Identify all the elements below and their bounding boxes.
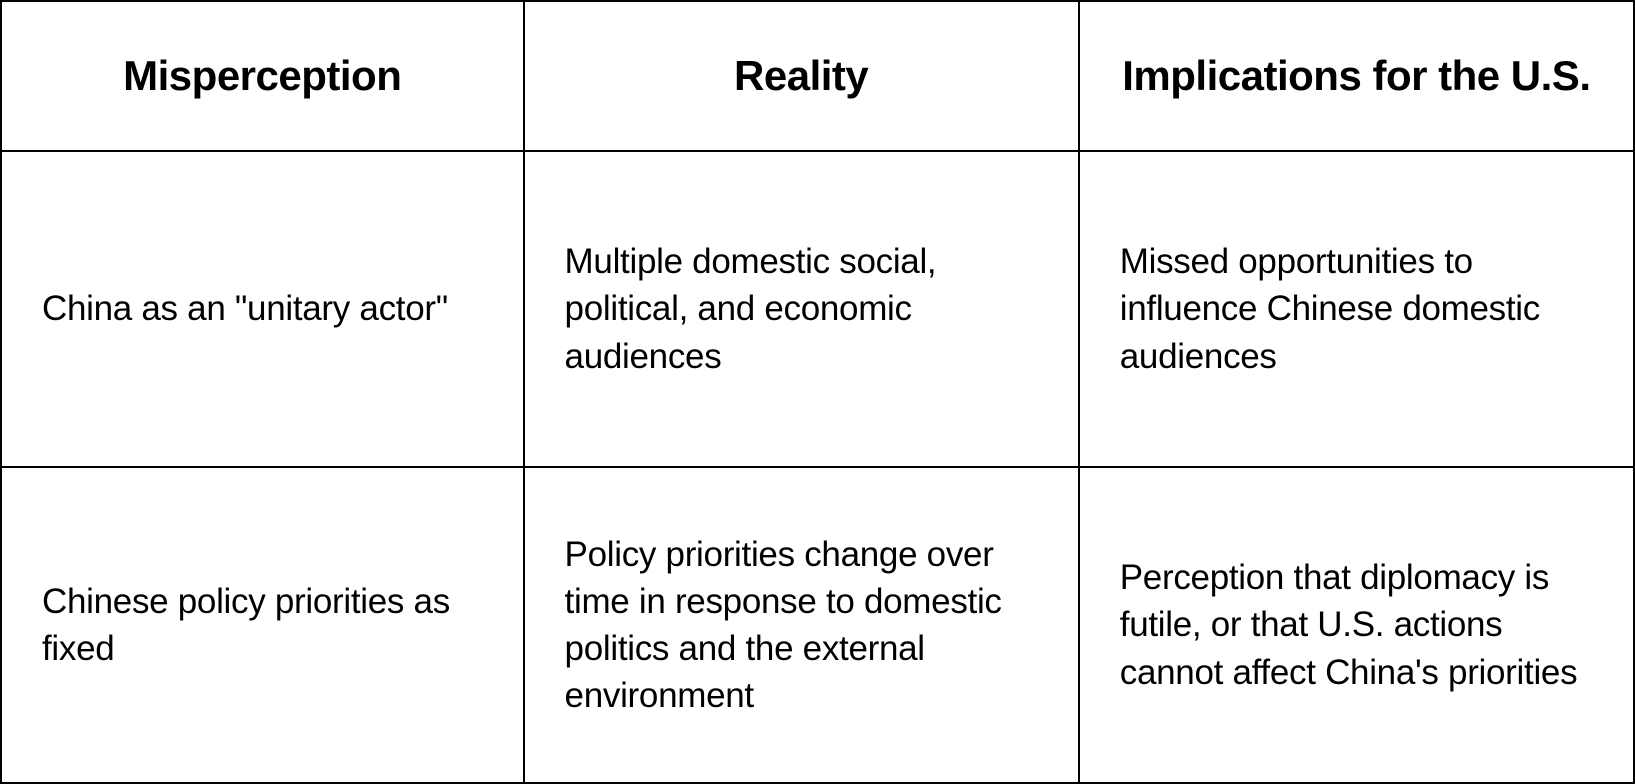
header-implications: Implications for the U.S. [1079, 1, 1634, 151]
cell-reality: Policy priorities change over time in re… [524, 467, 1079, 783]
cell-implications: Missed opportunities to influence Chines… [1079, 151, 1634, 467]
cell-misperception: Chinese policy priorities as fixed [1, 467, 524, 783]
table-row: Chinese policy priorities as fixed Polic… [1, 467, 1634, 783]
header-reality: Reality [524, 1, 1079, 151]
cell-implications: Perception that diplomacy is futile, or … [1079, 467, 1634, 783]
cell-reality: Multiple domestic social, political, and… [524, 151, 1079, 467]
misperception-table: Misperception Reality Implications for t… [0, 0, 1635, 784]
cell-misperception: China as an "unitary actor" [1, 151, 524, 467]
table-row: China as an "unitary actor" Multiple dom… [1, 151, 1634, 467]
table-header-row: Misperception Reality Implications for t… [1, 1, 1634, 151]
header-misperception: Misperception [1, 1, 524, 151]
